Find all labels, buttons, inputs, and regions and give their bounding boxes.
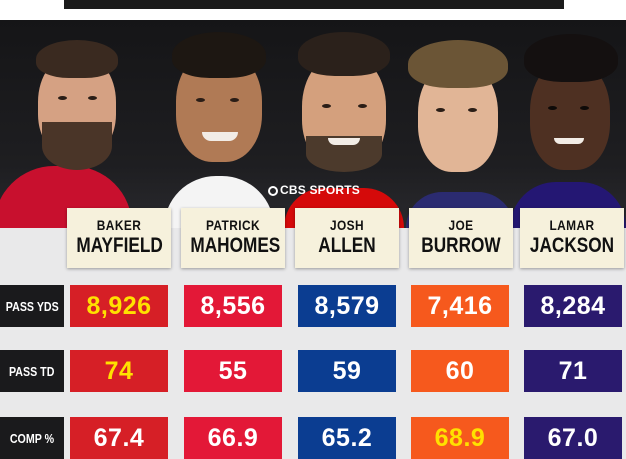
player-last-name: JACKSON xyxy=(529,234,615,257)
watermark-text: CBS SPORTS xyxy=(280,183,361,197)
player-photo-burrow xyxy=(402,20,514,228)
stat-label-pass-td: PASS TD xyxy=(0,350,64,392)
stat-cell-pass-td-allen: 59 xyxy=(298,350,396,392)
player-first-name: BAKER xyxy=(96,217,142,233)
stat-cell-comp-pct-allen: 65.2 xyxy=(298,417,396,459)
stat-cell-pass-yds-mahomes: 8,556 xyxy=(184,285,282,327)
name-card-allen: JOSH ALLEN xyxy=(295,208,399,268)
player-photo-mayfield xyxy=(0,20,132,228)
stat-cell-comp-pct-mayfield: 67.4 xyxy=(70,417,168,459)
player-first-name: LAMAR xyxy=(549,217,595,233)
player-first-name: PATRICK xyxy=(205,217,261,233)
stat-cell-pass-yds-burrow: 7,416 xyxy=(411,285,509,327)
player-last-name: BURROW xyxy=(421,234,501,257)
player-last-name: MAHOMES xyxy=(190,234,281,257)
stat-label-comp-pct: COMP % xyxy=(0,417,64,459)
player-first-name: JOSH xyxy=(329,217,365,233)
stat-cell-comp-pct-mahomes: 66.9 xyxy=(184,417,282,459)
player-photo-band xyxy=(0,20,626,228)
player-last-name: ALLEN xyxy=(318,234,376,257)
stat-cell-pass-td-mayfield: 74 xyxy=(70,350,168,392)
name-card-burrow: JOE BURROW xyxy=(409,208,513,268)
name-card-mahomes: PATRICK MAHOMES xyxy=(181,208,285,268)
stat-cell-pass-yds-jackson: 8,284 xyxy=(524,285,622,327)
stat-cell-pass-yds-allen: 8,579 xyxy=(298,285,396,327)
name-card-jackson: LAMAR JACKSON xyxy=(520,208,624,268)
name-card-mayfield: BAKER MAYFIELD xyxy=(67,208,171,268)
stat-cell-pass-yds-mayfield: 8,926 xyxy=(70,285,168,327)
cbs-eye-icon xyxy=(268,186,278,196)
stat-cell-comp-pct-burrow: 68.9 xyxy=(411,417,509,459)
stat-cell-pass-td-mahomes: 55 xyxy=(184,350,282,392)
title-bar xyxy=(64,0,564,9)
player-photo-jackson xyxy=(510,20,626,228)
stat-cell-pass-td-jackson: 71 xyxy=(524,350,622,392)
cbs-sports-watermark: CBS SPORTS xyxy=(268,183,360,197)
stat-cell-comp-pct-jackson: 67.0 xyxy=(524,417,622,459)
stat-cell-pass-td-burrow: 60 xyxy=(411,350,509,392)
player-first-name: JOE xyxy=(448,217,474,233)
stat-label-pass-yds: PASS YDS xyxy=(0,285,64,327)
player-last-name: MAYFIELD xyxy=(76,234,163,257)
player-photo-mahomes xyxy=(150,20,275,228)
